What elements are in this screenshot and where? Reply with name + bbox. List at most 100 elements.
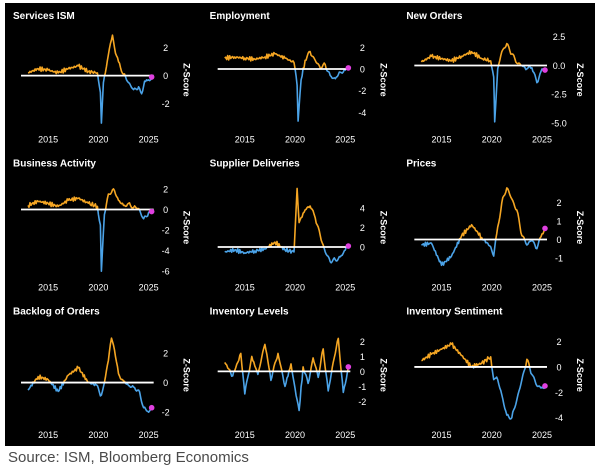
x-tick-label: 2025	[335, 430, 355, 440]
panel-prices: Prices 2 1 0 -1 2015 2020 2025 Z-Score	[406, 159, 585, 293]
panel-title: Prices	[406, 159, 436, 170]
panel-title: New Orders	[406, 11, 463, 22]
chart-grid: Services ISM 2 0 -2 2015 2020 2025 Z-Score Emplo…	[5, 3, 595, 446]
series-line-segment	[531, 239, 541, 250]
y-tick-label: 2	[360, 223, 365, 233]
y-tick-label: 4	[360, 203, 365, 213]
y-tick-label: -4	[358, 108, 366, 118]
series-line-segment	[103, 337, 126, 383]
panel-title: Supplier Deliveries	[210, 159, 300, 170]
y-tick-label: 2	[163, 348, 168, 358]
x-tick-label: 2015	[431, 282, 451, 292]
y-tick-label: 1	[360, 352, 365, 362]
series-line-segment	[523, 239, 533, 246]
y-axis-label: Z-Score	[182, 211, 192, 245]
x-tick-label: 2020	[285, 135, 305, 145]
x-tick-label: 2015	[235, 135, 255, 145]
x-tick-label: 2015	[235, 282, 255, 292]
panel-employment: Employment 2 0 -2 -4 2015 2020 2025 Z-Score	[210, 11, 389, 145]
x-tick-label: 2020	[88, 282, 108, 292]
series-line-segment	[524, 358, 531, 368]
x-tick-label: 2015	[235, 430, 255, 440]
series-line-segment	[268, 370, 274, 382]
x-tick-label: 2025	[139, 282, 159, 292]
x-tick-label: 2020	[88, 135, 108, 145]
series-line-segment	[233, 352, 244, 372]
panel-title: Inventory Levels	[210, 306, 289, 317]
series-line-segment	[325, 68, 347, 80]
x-tick-label: 2020	[482, 282, 502, 292]
y-tick-label: -1	[555, 253, 563, 263]
y-tick-label: 2	[360, 337, 365, 347]
y-tick-label: 0.0	[553, 61, 566, 71]
series-line-segment	[272, 352, 283, 372]
series-line-segment	[309, 357, 318, 372]
latest-marker	[148, 74, 155, 80]
panel-services-ism: Services ISM 2 0 -2 2015 2020 2025 Z-Score	[13, 11, 192, 145]
x-tick-label: 2025	[532, 282, 552, 292]
series-line-segment	[124, 75, 153, 95]
x-tick-label: 2025	[335, 135, 355, 145]
series-line-segment	[97, 75, 106, 124]
series-line-segment	[256, 371, 260, 376]
y-axis-label: Z-Score	[182, 63, 192, 97]
y-axis-label: Z-Score	[378, 211, 388, 245]
series-line-segment	[490, 65, 500, 123]
latest-marker	[345, 243, 352, 249]
y-tick-label: -4	[555, 413, 563, 423]
series-line-segment	[301, 366, 305, 372]
series-line-segment	[257, 343, 271, 372]
latest-marker	[345, 65, 352, 71]
series-line-segment	[474, 356, 493, 368]
y-tick-label: -6	[162, 267, 170, 277]
series-line-segment	[63, 365, 91, 384]
y-tick-label: -2	[358, 397, 366, 407]
series-line-segment	[104, 188, 140, 210]
x-tick-label: 2025	[139, 135, 159, 145]
source-note: Source: ISM, Bloomberg Economics	[8, 449, 249, 466]
series-line-segment	[241, 371, 250, 395]
y-tick-label: 1	[556, 217, 561, 227]
x-tick-label: 2015	[38, 135, 58, 145]
x-tick-label: 2025	[532, 430, 552, 440]
series-line-segment	[224, 51, 296, 70]
panel-business-activity: Business Activity 2 0 -2 -4 -6 2015 2020 2025 Z-S…	[13, 159, 192, 293]
series-line-segment	[27, 382, 34, 391]
series-line-segment	[248, 355, 258, 372]
series-line-segment	[288, 363, 293, 372]
x-tick-label: 2020	[482, 430, 502, 440]
y-tick-label: 2	[556, 198, 561, 208]
panel-inventory-sentiment: Inventory Sentiment 2 0 -2 -4 2015 2020 2025 Z-S…	[406, 306, 585, 440]
series-line-segment	[494, 187, 526, 241]
series-line-segment	[521, 64, 546, 84]
y-tick-label: 2	[556, 337, 561, 347]
series-line-segment	[224, 246, 268, 255]
y-tick-label: -5.0	[551, 118, 567, 128]
panel-title: Business Activity	[13, 159, 96, 170]
x-tick-label: 2015	[38, 282, 58, 292]
latest-marker	[148, 404, 155, 411]
series-line-segment	[330, 337, 342, 372]
panel-inventory-levels: Inventory Levels 2 1 0 -1 -2 2015 2020 2025 Z-Sco…	[210, 306, 389, 440]
series-line-segment	[27, 196, 99, 210]
series-line-segment	[302, 50, 328, 70]
series-line-segment	[49, 382, 65, 393]
y-axis-label: Z-Score	[575, 211, 585, 245]
series-line-segment	[97, 209, 107, 272]
latest-marker	[542, 225, 548, 232]
panel-supplier-deliveries: Supplier Deliveries 4 2 0 2015 2020 2025 Z-Scor…	[210, 159, 389, 293]
series-line-segment	[294, 68, 304, 122]
series-line-segment	[291, 371, 304, 412]
series-line-segment	[281, 246, 296, 254]
latest-marker	[148, 208, 155, 215]
series-line-segment	[528, 366, 546, 390]
series-line-segment	[303, 371, 312, 385]
y-tick-label: -2	[162, 99, 170, 109]
y-tick-label: 0	[163, 71, 168, 81]
y-tick-label: -2.5	[551, 90, 567, 100]
y-tick-label: -2	[162, 226, 170, 236]
x-tick-label: 2020	[88, 430, 108, 440]
panel-title: Employment	[210, 11, 271, 22]
x-tick-label: 2020	[285, 430, 305, 440]
series-line-segment	[481, 238, 497, 257]
